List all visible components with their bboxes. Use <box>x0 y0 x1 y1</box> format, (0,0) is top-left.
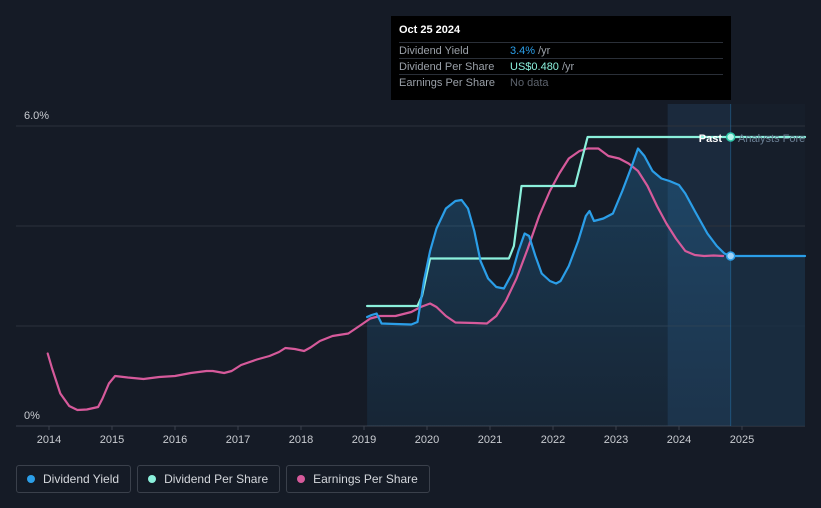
x-tick-label: 2024 <box>667 434 691 446</box>
tooltip-unit: /yr <box>561 60 575 73</box>
x-tick-label: 2016 <box>163 434 187 446</box>
tooltip-date: Oct 25 2024 <box>399 24 461 36</box>
tooltip: Oct 25 2024 Dividend Yield 3.4% /yr Divi… <box>391 16 731 100</box>
x-tick-label: 2020 <box>415 434 439 446</box>
x-tick-label: 2021 <box>478 434 502 446</box>
x-tick-label: 2019 <box>352 434 376 446</box>
legend-label: Earnings Per Share <box>313 472 418 486</box>
legend-label: Dividend Yield <box>43 472 120 486</box>
tooltip-unit: /yr <box>538 44 551 57</box>
x-tick-label: 2022 <box>541 434 565 446</box>
tooltip-row-dividend-yield: Dividend Yield 3.4% /yr <box>399 42 723 58</box>
dividend-yield-marker <box>725 251 736 261</box>
earnings-per-share-line <box>46 147 725 412</box>
x-tick-label: 2015 <box>100 434 124 446</box>
dividend-yield-line <box>366 147 732 326</box>
legend-dot-icon <box>148 475 157 483</box>
x-tick-label: 2018 <box>289 434 313 446</box>
x-tick-label: 2025 <box>730 434 754 446</box>
tooltip-value: US$0.480 <box>510 60 559 73</box>
legend-label: Dividend Per Share <box>164 472 269 486</box>
x-tick-label: 2023 <box>604 434 628 446</box>
tooltip-label: Dividend Yield <box>399 44 469 57</box>
past-label: Past <box>699 133 723 145</box>
y-tick-label: 0% <box>24 410 40 422</box>
legend-earnings-per-share[interactable]: Earnings Per Share <box>286 465 430 493</box>
tooltip-label: Dividend Per Share <box>399 60 495 73</box>
legend-dot-icon <box>27 475 35 483</box>
dividend-yield-area <box>367 148 731 426</box>
tooltip-value: No data <box>510 76 549 89</box>
tooltip-row-earnings-per-share: Earnings Per Share No data <box>399 74 723 90</box>
legend-dividend-per-share[interactable]: Dividend Per Share <box>137 465 281 493</box>
dividend-per-share-marker <box>725 132 736 142</box>
analysts-forecast-label: Analysts Fore <box>738 133 805 145</box>
x-tick-label: 2017 <box>226 434 250 446</box>
tooltip-row-dividend-per-share: Dividend Per Share US$0.480 /yr <box>399 58 723 74</box>
legend: Dividend Yield Dividend Per Share Earnin… <box>16 465 430 493</box>
legend-dot-icon <box>297 475 306 483</box>
legend-dividend-yield[interactable]: Dividend Yield <box>16 465 132 493</box>
tooltip-label: Earnings Per Share <box>399 76 495 89</box>
y-tick-label: 6.0% <box>24 110 49 122</box>
dividend-yield-forecast-area <box>730 256 805 426</box>
x-tick-label: 2014 <box>37 434 61 446</box>
tooltip-value: 3.4% <box>510 44 536 57</box>
